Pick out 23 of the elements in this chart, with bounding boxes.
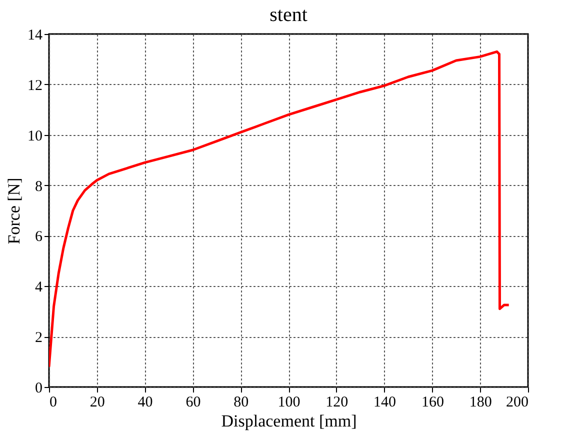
chart-title: stent [270,4,308,26]
x-axis-title: Displacement [mm] [221,412,357,430]
y-axis-title: Force [N] [4,178,24,244]
y-tick-label: 4 [35,280,43,296]
x-tick-label: 200 [506,394,528,410]
x-tick-label: 20 [90,394,105,410]
y-tick-label: 8 [35,178,42,195]
y-tick-label: 12 [28,78,42,94]
y-tick-label: 14 [28,28,43,44]
x-tick-label: 100 [278,394,300,410]
y-tick-label: 6 [35,229,43,246]
x-tick-label: 80 [234,394,249,410]
x-tick-label: 40 [138,394,153,410]
x-tick-label: 120 [326,394,348,410]
y-tick-label: 2 [35,330,42,346]
line-series [49,50,510,368]
y-tick-label: 10 [28,128,42,144]
x-tick-label: 180 [469,394,492,410]
x-tick-label: 0 [50,394,57,410]
y-tick-label: 0 [35,380,42,396]
x-tick-label: 160 [421,394,444,410]
x-tick-label: 60 [186,394,201,410]
x-tick-label: 140 [374,394,396,410]
